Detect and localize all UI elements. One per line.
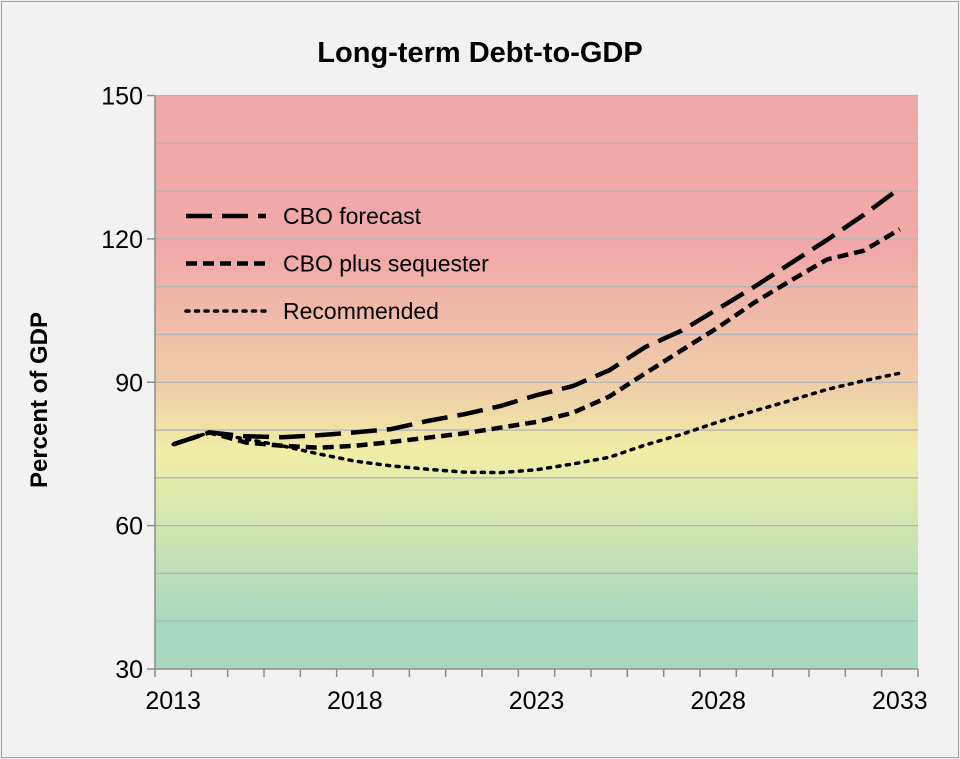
series-line-1 — [172, 227, 901, 450]
y-tick-label: 60 — [115, 513, 143, 541]
series-line-0 — [172, 186, 902, 447]
y-tick-label: 30 — [115, 656, 143, 684]
x-tick-label: 2023 — [509, 687, 565, 715]
chart-title: Long-term Debt-to-GDP — [317, 37, 642, 69]
y-axis-label: Percent of GDP — [26, 312, 53, 488]
legend-label: CBO forecast — [283, 203, 422, 229]
legend-label: Recommended — [283, 298, 439, 324]
y-tick-label: 90 — [115, 369, 143, 397]
y-tick-label: 150 — [101, 83, 143, 111]
y-tick-label: 120 — [101, 226, 143, 254]
series-line-2 — [171, 371, 902, 475]
x-tick-label: 2028 — [690, 687, 746, 715]
x-tick-label: 2033 — [872, 687, 928, 715]
x-tick-label: 2018 — [327, 687, 383, 715]
legend-label: CBO plus sequester — [283, 251, 489, 277]
x-tick-label: 2013 — [145, 687, 201, 715]
